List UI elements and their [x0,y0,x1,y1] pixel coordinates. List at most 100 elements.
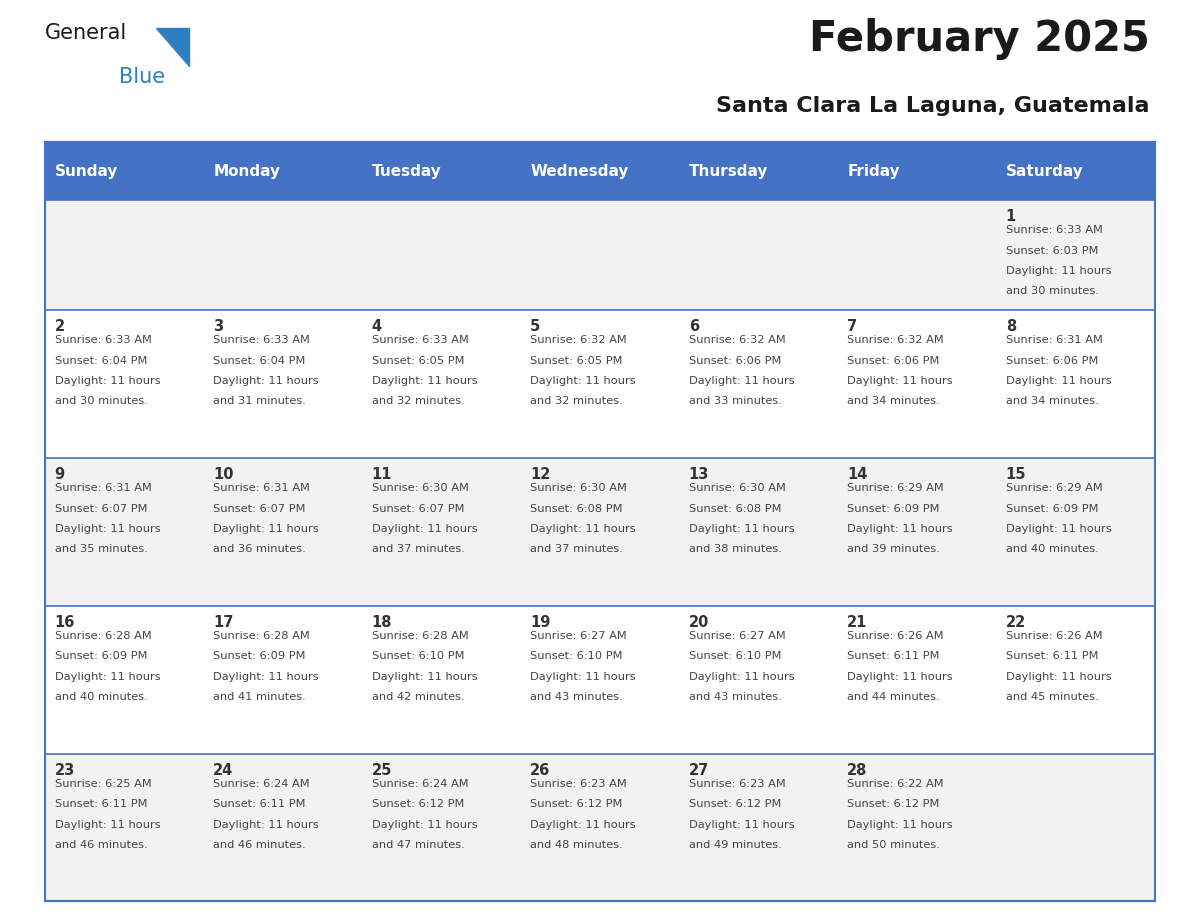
Text: and 34 minutes.: and 34 minutes. [847,396,940,406]
Text: General: General [45,23,127,43]
Bar [838,142,997,200]
Text: Sunrise: 6:24 AM: Sunrise: 6:24 AM [372,779,468,789]
Text: Sunrise: 6:24 AM: Sunrise: 6:24 AM [213,779,310,789]
Text: Sunset: 6:09 PM: Sunset: 6:09 PM [847,504,940,513]
Text: Sunset: 6:11 PM: Sunset: 6:11 PM [55,800,147,810]
Text: and 37 minutes.: and 37 minutes. [372,544,465,554]
Text: and 30 minutes.: and 30 minutes. [55,396,147,406]
Text: and 36 minutes.: and 36 minutes. [213,544,307,554]
Text: Sunrise: 6:27 AM: Sunrise: 6:27 AM [689,632,785,642]
Text: Sunrise: 6:26 AM: Sunrise: 6:26 AM [1006,632,1102,642]
Text: Sunrise: 6:30 AM: Sunrise: 6:30 AM [530,484,627,493]
Polygon shape [156,28,189,66]
Text: 21: 21 [847,615,867,630]
Text: Sunrise: 6:25 AM: Sunrise: 6:25 AM [55,779,151,789]
Text: Daylight: 11 hours: Daylight: 11 hours [689,672,795,682]
Text: Daylight: 11 hours: Daylight: 11 hours [55,672,160,682]
Text: Daylight: 11 hours: Daylight: 11 hours [530,524,636,533]
Text: Sunset: 6:11 PM: Sunset: 6:11 PM [213,800,305,810]
Text: Daylight: 11 hours: Daylight: 11 hours [530,820,636,830]
Text: 3: 3 [213,319,223,334]
Text: Daylight: 11 hours: Daylight: 11 hours [1006,266,1111,276]
Text: and 33 minutes.: and 33 minutes. [689,396,782,406]
Text: Sunrise: 6:32 AM: Sunrise: 6:32 AM [689,335,785,345]
Text: 16: 16 [55,615,75,630]
Bar [45,200,1155,309]
Text: Daylight: 11 hours: Daylight: 11 hours [1006,524,1111,533]
Text: 17: 17 [213,615,234,630]
Text: Sunset: 6:09 PM: Sunset: 6:09 PM [213,652,305,662]
Text: 13: 13 [689,467,709,482]
Text: Daylight: 11 hours: Daylight: 11 hours [530,375,636,386]
Text: Daylight: 11 hours: Daylight: 11 hours [689,375,795,386]
Text: Daylight: 11 hours: Daylight: 11 hours [213,672,318,682]
Text: Daylight: 11 hours: Daylight: 11 hours [213,820,318,830]
Text: Daylight: 11 hours: Daylight: 11 hours [847,672,953,682]
Text: Sunset: 6:12 PM: Sunset: 6:12 PM [847,800,940,810]
Bar [45,142,203,200]
Text: Daylight: 11 hours: Daylight: 11 hours [847,820,953,830]
Text: Sunrise: 6:33 AM: Sunrise: 6:33 AM [55,335,152,345]
Bar [45,142,1155,901]
Text: Sunset: 6:03 PM: Sunset: 6:03 PM [1006,246,1098,256]
Text: and 32 minutes.: and 32 minutes. [530,396,623,406]
Text: 25: 25 [372,763,392,778]
Text: Daylight: 11 hours: Daylight: 11 hours [372,524,478,533]
Text: Daylight: 11 hours: Daylight: 11 hours [55,524,160,533]
Text: and 43 minutes.: and 43 minutes. [530,692,623,702]
Text: Sunrise: 6:32 AM: Sunrise: 6:32 AM [847,335,944,345]
Text: Sunrise: 6:23 AM: Sunrise: 6:23 AM [689,779,785,789]
Text: Sunset: 6:05 PM: Sunset: 6:05 PM [372,355,465,365]
Text: and 30 minutes.: and 30 minutes. [1006,286,1099,297]
Text: Wednesday: Wednesday [530,163,628,178]
Text: Sunrise: 6:22 AM: Sunrise: 6:22 AM [847,779,943,789]
Text: Sunrise: 6:33 AM: Sunrise: 6:33 AM [372,335,468,345]
Text: and 46 minutes.: and 46 minutes. [213,840,305,850]
Text: Sunset: 6:08 PM: Sunset: 6:08 PM [689,504,782,513]
Text: 2: 2 [55,319,65,334]
Text: Saturday: Saturday [1006,163,1083,178]
Text: Sunset: 6:10 PM: Sunset: 6:10 PM [530,652,623,662]
Text: 9: 9 [55,467,65,482]
Text: 27: 27 [689,763,709,778]
Text: and 45 minutes.: and 45 minutes. [1006,692,1099,702]
Text: Sunset: 6:04 PM: Sunset: 6:04 PM [55,355,147,365]
Text: 22: 22 [1006,615,1026,630]
Bar [997,142,1155,200]
Text: 19: 19 [530,615,550,630]
Text: Daylight: 11 hours: Daylight: 11 hours [372,672,478,682]
Text: 24: 24 [213,763,233,778]
Text: Sunrise: 6:26 AM: Sunrise: 6:26 AM [847,632,943,642]
Text: Sunrise: 6:33 AM: Sunrise: 6:33 AM [213,335,310,345]
Bar [45,309,1155,458]
Text: and 40 minutes.: and 40 minutes. [55,692,147,702]
Text: and 39 minutes.: and 39 minutes. [847,544,940,554]
Text: Daylight: 11 hours: Daylight: 11 hours [55,820,160,830]
Text: Daylight: 11 hours: Daylight: 11 hours [1006,375,1111,386]
Text: 1: 1 [1006,209,1016,224]
Bar [680,142,838,200]
Text: Sunset: 6:07 PM: Sunset: 6:07 PM [372,504,465,513]
Text: Sunrise: 6:29 AM: Sunrise: 6:29 AM [1006,484,1102,493]
Text: Daylight: 11 hours: Daylight: 11 hours [213,375,318,386]
Text: Sunset: 6:11 PM: Sunset: 6:11 PM [1006,652,1098,662]
Text: Sunday: Sunday [55,163,118,178]
Bar [45,458,1155,606]
Text: and 38 minutes.: and 38 minutes. [689,544,782,554]
Text: Sunrise: 6:30 AM: Sunrise: 6:30 AM [689,484,785,493]
Text: Sunset: 6:06 PM: Sunset: 6:06 PM [689,355,781,365]
Bar [520,142,680,200]
Text: 11: 11 [372,467,392,482]
Text: Sunset: 6:06 PM: Sunset: 6:06 PM [847,355,940,365]
Text: Sunset: 6:06 PM: Sunset: 6:06 PM [1006,355,1098,365]
Text: and 40 minutes.: and 40 minutes. [1006,544,1099,554]
Text: and 48 minutes.: and 48 minutes. [530,840,623,850]
Bar [203,142,362,200]
Text: and 34 minutes.: and 34 minutes. [1006,396,1099,406]
Text: Sunset: 6:04 PM: Sunset: 6:04 PM [213,355,305,365]
Text: Sunset: 6:05 PM: Sunset: 6:05 PM [530,355,623,365]
Text: Sunset: 6:12 PM: Sunset: 6:12 PM [372,800,465,810]
Text: Sunset: 6:08 PM: Sunset: 6:08 PM [530,504,623,513]
Text: and 47 minutes.: and 47 minutes. [372,840,465,850]
Text: 18: 18 [372,615,392,630]
